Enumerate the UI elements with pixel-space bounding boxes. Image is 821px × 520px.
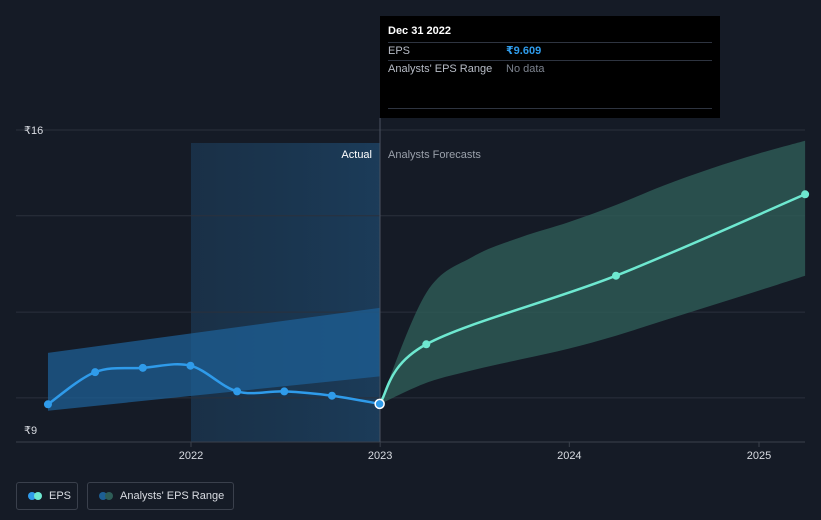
eps-line-forecast [378,193,806,405]
tooltip-eps-label: EPS [388,45,411,57]
tooltip-range-label: Analysts' EPS Range [388,63,493,75]
x-tick-label-2025: 2025 [747,450,771,462]
eps-range-band-actual [47,307,380,411]
tooltip-eps-value: ₹9.609 [506,45,542,57]
eps-legend-icon [28,492,42,500]
tooltip-row-range: Analysts' EPS Range No data [388,61,712,78]
eps-point-actual-1 [91,368,100,377]
eps-point-actual-5 [280,387,289,396]
tooltip: Dec 31 2022 EPS ₹9.609 Analysts' EPS Ran… [380,16,720,118]
range-legend-icon [99,492,113,500]
y-tick-label-top: ₹16 [24,125,43,137]
actual-highlight-region [191,143,380,442]
eps-line-actual [47,362,380,406]
tooltip-range-value: No data [506,63,545,75]
forecast-label: Analysts Forecasts [388,149,481,161]
tooltip-date: Dec 31 2022 [388,16,712,43]
legend-eps[interactable]: EPS [16,482,78,510]
legend-range-label: Analysts' EPS Range [120,490,225,502]
legend-range[interactable]: Analysts' EPS Range [87,482,234,510]
x-tick-label-2022: 2022 [179,450,203,462]
eps-point-actual-0 [43,400,52,409]
eps-point-forecast-3 [801,190,810,199]
eps-point-actual-2 [138,363,147,372]
eps-point-forecast-1 [422,340,431,349]
legend-eps-label: EPS [49,490,72,502]
tooltip-row-eps: EPS ₹9.609 [388,43,712,61]
eps-point-actual-4 [233,387,242,396]
y-tick-label-bottom: ₹9 [24,425,37,437]
x-tick-label-2024: 2024 [557,450,581,462]
x-tick-label-2023: 2023 [368,450,392,462]
eps-point-actual-3 [186,361,195,370]
actual-label: Actual [341,149,372,161]
eps-range-band-forecast [379,140,806,405]
tooltip-divider [388,108,712,109]
eps-point-actual-6 [327,391,336,400]
eps-point-forecast-2 [611,271,620,280]
eps-point-highlighted [374,398,385,410]
